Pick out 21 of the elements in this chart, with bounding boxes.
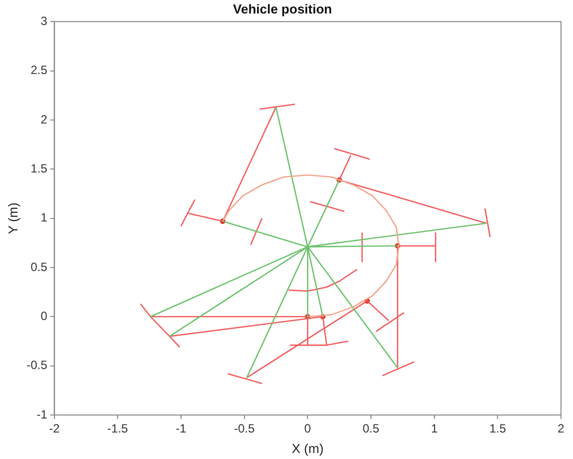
y-tick-label: -0.5	[26, 358, 48, 372]
x-tick-label: 0.5	[362, 422, 380, 436]
x-tick-label: -2	[48, 422, 60, 436]
y-axis-title: Y (m)	[5, 202, 20, 234]
y-tick-label: 0.5	[30, 260, 48, 274]
y-tick-label: 1	[40, 210, 48, 225]
y-tick-label: 2.5	[30, 63, 48, 78]
x-tick-label: -1	[176, 422, 187, 436]
y-tick-label: 3	[40, 14, 48, 28]
x-tick-label: 1.5	[489, 422, 506, 436]
y-tick-label: 0	[40, 308, 48, 323]
y-tick-label: 2	[40, 112, 48, 126]
chart-title: Vehicle position	[233, 1, 332, 16]
x-tick-label: -1.5	[107, 422, 128, 436]
x-tick-label: -0.5	[234, 422, 255, 436]
x-axis-title: X (m)	[292, 440, 324, 456]
x-tick-label: 0	[304, 422, 312, 436]
x-tick-label: 1	[430, 422, 438, 436]
x-tick-label: 2	[558, 422, 565, 436]
y-tick-label: -1	[36, 407, 48, 422]
y-tick-label: 1.5	[30, 161, 48, 176]
